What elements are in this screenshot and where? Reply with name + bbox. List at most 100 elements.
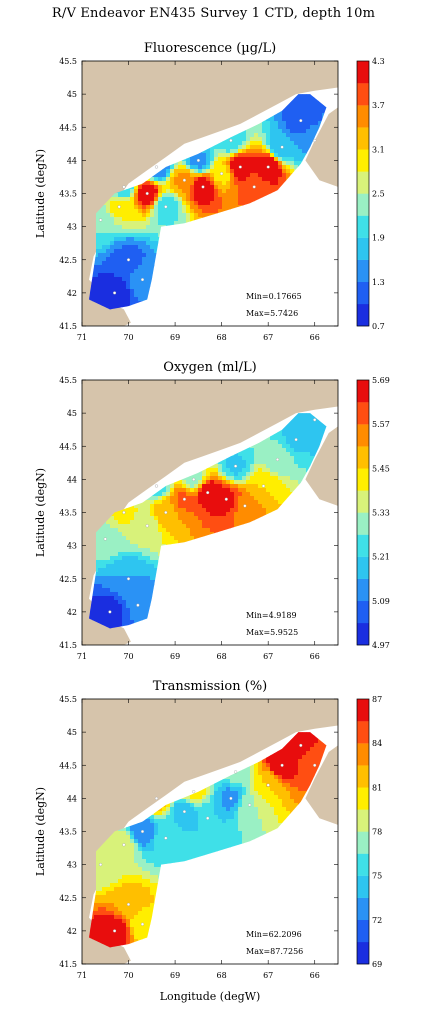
- field-cell: [122, 261, 127, 266]
- field-cell: [226, 169, 231, 174]
- field-cell: [114, 528, 119, 533]
- field-cell: [106, 548, 111, 553]
- field-cell: [214, 185, 219, 190]
- field-cell: [202, 177, 207, 182]
- field-cell: [98, 564, 103, 569]
- field-cell: [282, 121, 287, 126]
- field-cell: [142, 213, 147, 218]
- field-cell: [170, 221, 175, 226]
- field-cell: [238, 173, 243, 178]
- field-cell: [138, 293, 143, 298]
- field-cell: [126, 197, 131, 202]
- field-cell: [110, 269, 115, 274]
- field-cell: [186, 217, 191, 222]
- field-cell: [114, 512, 119, 517]
- field-cell: [226, 193, 231, 198]
- field-cell: [178, 221, 183, 226]
- field-cell: [138, 241, 143, 246]
- field-cell: [246, 141, 251, 146]
- field-cell: [178, 201, 183, 206]
- field-cell: [218, 197, 223, 202]
- field-cell: [94, 213, 99, 218]
- station-point: [113, 291, 117, 295]
- field-cell: [294, 109, 299, 114]
- field-cell: [138, 261, 143, 266]
- field-cell: [310, 97, 315, 102]
- field-cell: [118, 297, 123, 302]
- field-cell: [154, 229, 159, 234]
- field-cell: [102, 249, 107, 254]
- field-cell: [122, 233, 127, 238]
- field-cell: [130, 205, 135, 210]
- field-cell: [254, 129, 259, 134]
- field-cell: [102, 241, 107, 246]
- station-point: [154, 165, 159, 169]
- field-cell: [118, 253, 123, 258]
- field-cell: [182, 221, 187, 226]
- field-cell: [110, 225, 115, 230]
- field-cell: [134, 225, 139, 230]
- field-cell: [234, 177, 239, 182]
- field-cell: [302, 101, 307, 106]
- field-cell: [114, 612, 119, 617]
- field-cell: [118, 245, 123, 250]
- field-cell: [130, 221, 135, 226]
- field-cell: [134, 185, 139, 190]
- field-cell: [198, 185, 203, 190]
- field-cell: [102, 273, 107, 278]
- field-cell: [102, 289, 107, 294]
- field-cell: [130, 285, 135, 290]
- field-cell: [94, 217, 99, 222]
- field-cell: [238, 141, 243, 146]
- field-cell: [98, 285, 103, 290]
- field-cell: [98, 249, 103, 254]
- field-cell: [206, 165, 211, 170]
- field-cell: [94, 293, 99, 298]
- field-cell: [122, 297, 127, 302]
- field-cell: [226, 189, 231, 194]
- field-cell: [94, 237, 99, 242]
- field-cell: [218, 161, 223, 166]
- field-cell: [114, 624, 119, 629]
- field-cell: [98, 540, 103, 545]
- field-cell: [162, 217, 167, 222]
- field-cell: [242, 157, 247, 162]
- field-cell: [94, 257, 99, 262]
- field-cell: [254, 181, 259, 186]
- field-cell: [134, 257, 139, 262]
- field-cell: [142, 233, 147, 238]
- field-cell: [150, 265, 155, 270]
- field-cell: [286, 145, 291, 150]
- colorbar-tick-label: 3.7: [372, 101, 385, 110]
- field-cell: [230, 141, 235, 146]
- field-cell: [130, 265, 135, 270]
- field-cell: [298, 133, 303, 138]
- field-cell: [126, 253, 131, 258]
- field-cell: [206, 201, 211, 206]
- station-point: [196, 158, 200, 162]
- field-cell: [114, 225, 119, 230]
- field-cell: [114, 249, 119, 254]
- field-cell: [226, 149, 231, 154]
- field-cell: [118, 193, 123, 198]
- field-cell: [146, 293, 151, 298]
- field-cell: [194, 165, 199, 170]
- field-cell: [170, 189, 175, 194]
- field-cell: [186, 205, 191, 210]
- field-cell: [106, 560, 111, 565]
- field-cell: [162, 181, 167, 186]
- field-cell: [290, 113, 295, 118]
- field-cell: [262, 165, 267, 170]
- field-cell: [218, 201, 223, 206]
- field-cell: [214, 177, 219, 182]
- field-cell: [122, 213, 127, 218]
- field-cell: [254, 177, 259, 182]
- field-cell: [294, 101, 299, 106]
- field-cell: [242, 145, 247, 150]
- field-cell: [110, 245, 115, 250]
- field-cell: [102, 528, 107, 533]
- field-cell: [118, 221, 123, 226]
- field-cell: [98, 604, 103, 609]
- y-tick-label: 43: [67, 223, 77, 232]
- field-cell: [266, 117, 271, 122]
